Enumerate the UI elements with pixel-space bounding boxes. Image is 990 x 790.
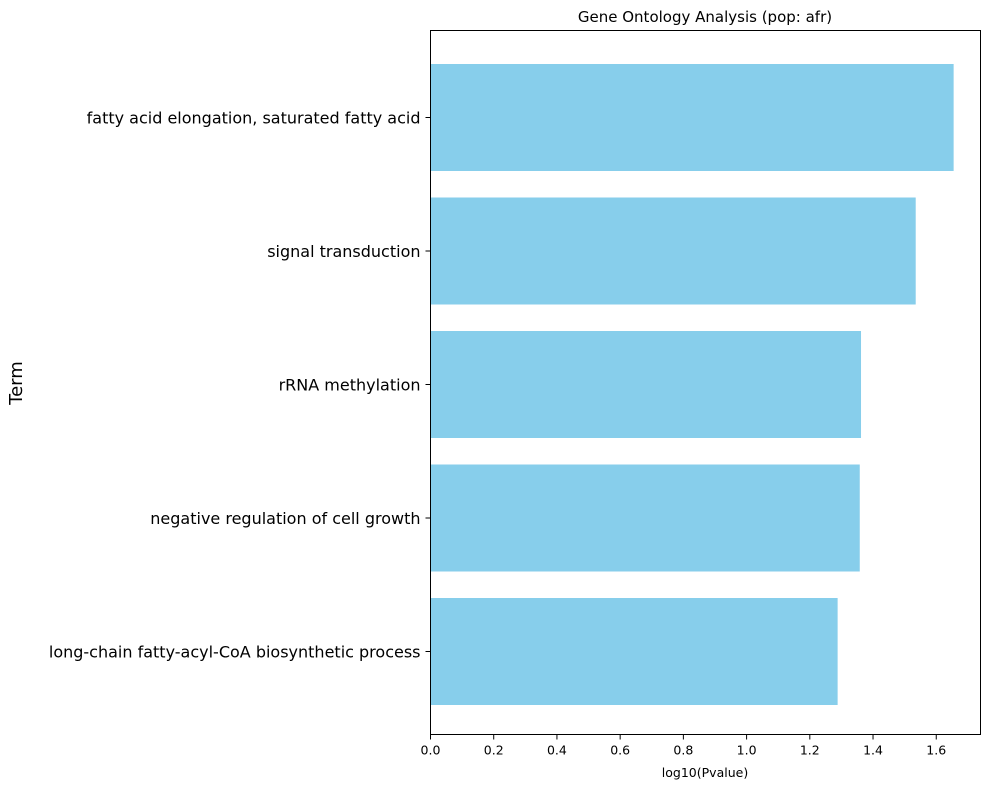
- y-tick-label: fatty acid elongation, saturated fatty a…: [87, 109, 421, 128]
- bar: [430, 464, 860, 572]
- plot-frame: [430, 30, 981, 735]
- x-axis-label: log10(Pvalue): [662, 765, 748, 780]
- y-tick-label: long-chain fatty-acyl-CoA biosynthetic p…: [49, 643, 421, 662]
- x-tick-label: 1.6: [926, 743, 946, 758]
- y-tick-label: signal transduction: [267, 242, 420, 261]
- x-tick-label: 0.0: [421, 743, 441, 758]
- chart-title: Gene Ontology Analysis (pop: afr): [578, 8, 832, 26]
- y-tick-label: rRNA methylation: [279, 376, 421, 395]
- x-tick-label: 0.4: [547, 743, 567, 758]
- y-ticks-group: fatty acid elongation, saturated fatty a…: [49, 109, 431, 662]
- x-ticks-group: 0.0 0.2 0.4 0.6 0.8 1.0 1.2 1.4 1.6: [421, 734, 946, 758]
- x-tick-label: 1.4: [863, 743, 883, 758]
- x-tick-label: 1.2: [800, 743, 820, 758]
- bar: [430, 598, 838, 705]
- x-tick-label: 0.8: [673, 743, 693, 758]
- bar: [430, 64, 954, 171]
- x-tick-label: 1.0: [737, 743, 757, 758]
- bar: [430, 197, 916, 305]
- x-tick-label: 0.6: [610, 743, 630, 758]
- bars-group: [430, 64, 954, 705]
- y-tick-label: negative regulation of cell growth: [150, 509, 420, 528]
- y-axis-label: Term: [6, 361, 27, 406]
- bar: [430, 331, 862, 438]
- x-tick-label: 0.2: [484, 743, 504, 758]
